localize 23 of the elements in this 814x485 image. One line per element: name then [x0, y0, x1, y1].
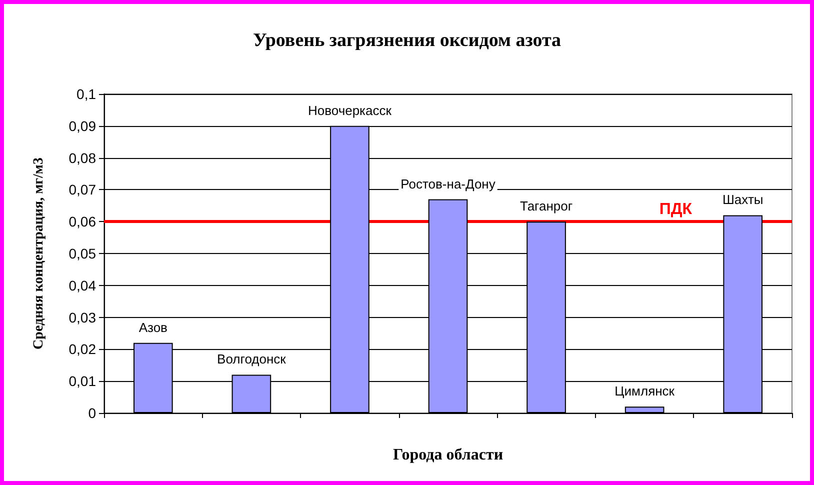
y-tick-label: 0,06 [68, 214, 96, 230]
x-tick-label: Волгодонск [217, 352, 286, 367]
y-tick-label: 0,1 [76, 86, 96, 102]
y-tick-label: 0,04 [68, 277, 96, 294]
y-tick-label: 0,07 [68, 182, 96, 198]
ref-line-label: ПДК [659, 201, 692, 218]
x-tick-label: Новочеркасск [308, 102, 392, 118]
y-tick-label: 0,01 [68, 373, 96, 390]
y-axis-title: Средняя концентрация, мг/м3 [32, 158, 46, 350]
y-tick-label: 0,08 [68, 150, 96, 166]
x-tick-label: Азов [138, 320, 168, 335]
y-tick-label: 0 [88, 405, 96, 421]
x-tick-label: Ростов-на-Дону [400, 176, 496, 192]
y-tick-label: 0,02 [68, 341, 96, 358]
x-axis-title: Города области [392, 446, 504, 464]
x-tick-label: Таганрог [520, 198, 573, 214]
x-tick-label: Цимлянск [614, 384, 675, 399]
x-tick-label: Шахты [722, 192, 764, 208]
chart-title: Уровень загрязнения оксидом азота [252, 30, 562, 51]
y-tick-label: 0,09 [68, 118, 96, 134]
y-tick-label: 0,05 [68, 246, 96, 262]
bar [624, 406, 664, 413]
y-tick-label: 0,03 [68, 309, 96, 326]
